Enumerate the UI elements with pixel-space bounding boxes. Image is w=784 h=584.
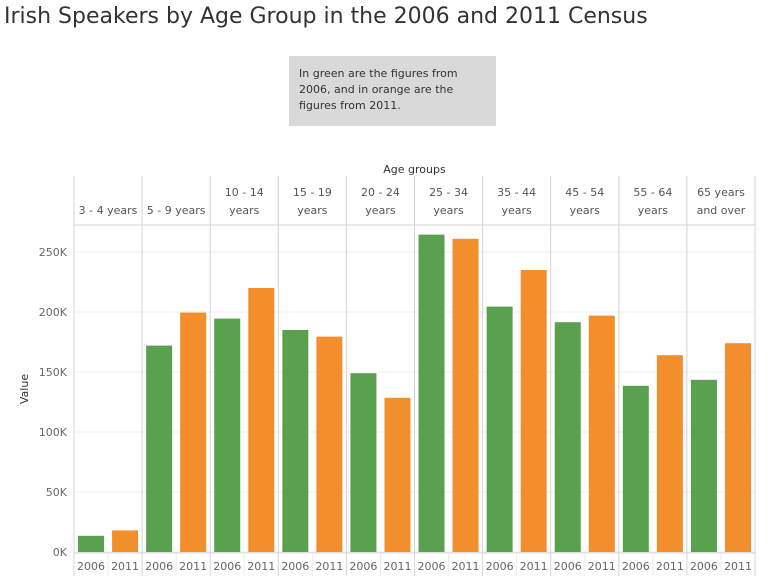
chart-title: Irish Speakers by Age Group in the 2006 … [4, 4, 648, 29]
y-axis-title: Value [18, 374, 31, 404]
y-tick-label: 0K [53, 546, 68, 559]
category-label: 55 - 64 [633, 186, 672, 199]
x-tick-label: 2011 [520, 560, 548, 573]
x-tick-label: 2006 [418, 560, 446, 573]
y-tick-label: 250K [39, 246, 68, 259]
category-label: 15 - 19 [293, 186, 332, 199]
bar-2011 [724, 343, 751, 552]
bar-2011 [180, 312, 207, 552]
bar-2006 [214, 318, 241, 552]
x-tick-label: 2011 [247, 560, 275, 573]
bar-2006 [418, 234, 445, 552]
x-tick-label: 2006 [622, 560, 650, 573]
category-label: 10 - 14 [225, 186, 264, 199]
annotation-box: In green are the figures from 2006, and … [289, 56, 496, 126]
x-tick-label: 2011 [724, 560, 752, 573]
category-label: years [570, 204, 601, 217]
bar-2006 [78, 535, 105, 552]
bar-2006 [554, 322, 581, 552]
x-tick-label: 2006 [349, 560, 377, 573]
x-tick-label: 2011 [111, 560, 139, 573]
x-tick-label: 2011 [656, 560, 684, 573]
bar-2006 [282, 330, 309, 552]
category-label: 45 - 54 [565, 186, 604, 199]
bar-2011 [588, 315, 615, 552]
category-label: 3 - 4 years [79, 204, 138, 217]
x-tick-label: 2011 [588, 560, 616, 573]
x-tick-label: 2011 [383, 560, 411, 573]
category-label: and over [697, 204, 746, 217]
bar-2011 [248, 288, 275, 552]
y-tick-label: 200K [39, 306, 68, 319]
category-label: years [433, 204, 464, 217]
x-tick-label: 2006 [690, 560, 718, 573]
bar-2006 [690, 379, 717, 552]
category-label: 20 - 24 [361, 186, 400, 199]
category-label: years [229, 204, 260, 217]
y-tick-label: 150K [39, 366, 68, 379]
x-tick-label: 2006 [554, 560, 582, 573]
bar-2011 [520, 270, 547, 552]
bar-2011 [112, 530, 139, 552]
bar-2011 [452, 238, 479, 553]
category-label: 5 - 9 years [147, 204, 206, 217]
category-label: 25 - 34 [429, 186, 468, 199]
x-tick-label: 2006 [486, 560, 514, 573]
bar-2011 [656, 355, 683, 552]
x-tick-label: 2011 [179, 560, 207, 573]
x-tick-label: 2006 [145, 560, 173, 573]
category-label: years [365, 204, 396, 217]
bar-2006 [146, 345, 173, 552]
y-tick-label: 100K [39, 426, 68, 439]
bar-2006 [622, 385, 649, 552]
x-tick-label: 2006 [213, 560, 241, 573]
bar-2011 [384, 397, 411, 552]
bar-2011 [316, 336, 343, 552]
x-tick-label: 2006 [77, 560, 105, 573]
x-tick-label: 2011 [452, 560, 480, 573]
category-label: years [502, 204, 533, 217]
category-label: years [297, 204, 328, 217]
bar-2006 [350, 373, 377, 552]
bar-2006 [486, 306, 513, 552]
category-label: 35 - 44 [497, 186, 536, 199]
category-label: 65 years [697, 186, 745, 199]
category-label: years [638, 204, 669, 217]
y-tick-label: 50K [46, 486, 68, 499]
column-title: Age groups [383, 163, 446, 176]
x-tick-label: 2011 [315, 560, 343, 573]
x-tick-label: 2006 [281, 560, 309, 573]
